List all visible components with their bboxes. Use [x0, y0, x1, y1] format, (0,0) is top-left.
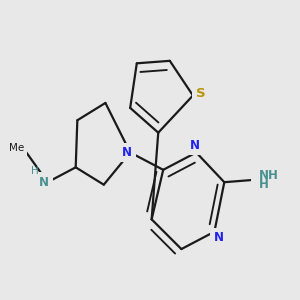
- Bar: [5, 138, 27, 158]
- Bar: [192, 83, 210, 103]
- Text: H: H: [259, 178, 269, 191]
- Bar: [250, 166, 275, 193]
- Text: S: S: [196, 86, 206, 100]
- Text: N: N: [39, 176, 49, 189]
- Bar: [186, 135, 204, 155]
- Text: N: N: [122, 146, 132, 159]
- Text: N: N: [214, 231, 224, 244]
- Text: N: N: [190, 139, 200, 152]
- Text: H: H: [31, 166, 39, 176]
- Bar: [210, 228, 228, 247]
- Bar: [118, 142, 136, 162]
- Text: Me: Me: [9, 142, 24, 152]
- Text: NH: NH: [259, 169, 279, 182]
- Bar: [34, 172, 53, 192]
